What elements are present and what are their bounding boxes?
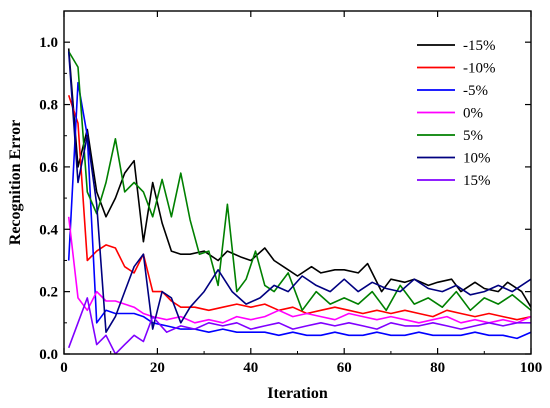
legend-label: 10% [463,151,491,167]
y-tick-label: 0.4 [39,222,58,238]
x-tick-label: 40 [243,360,258,376]
series-line-2 [67,81,531,340]
y-tick-label: 1.0 [39,35,58,51]
legend-label: -5% [463,83,488,99]
series-line-3 [67,216,531,324]
legend-label: 5% [463,128,483,144]
y-tick-label: 0.0 [39,347,58,363]
series-line-4 [68,51,531,312]
axis-ticks: 0 20 40 60 80 100 0.0 0.2 0.4 0.6 0.8 1.0 [39,11,542,376]
series-line-6 [67,297,531,354]
series-line-5 [67,51,531,334]
y-tick-label: 0.8 [39,98,58,114]
x-tick-label: 80 [430,360,445,376]
legend: -15% -10% -5% 0% 5% 10% 15% [417,38,496,189]
x-tick-label: 0 [60,360,68,376]
legend-label: -15% [463,38,496,54]
series-line-1 [67,94,531,321]
x-axis-title: Iteration [267,385,328,402]
x-tick-label: 100 [520,360,543,376]
plot-lines [67,48,531,354]
y-axis-title: Recognition Error [7,120,24,245]
legend-label: -10% [463,61,496,77]
y-tick-label: 0.6 [39,160,58,176]
legend-label: 15% [463,173,491,189]
x-tick-label: 20 [150,360,165,376]
x-tick-label: 60 [337,360,352,376]
y-tick-label: 0.2 [39,285,58,301]
series-line-0 [67,48,531,308]
legend-label: 0% [463,106,483,122]
